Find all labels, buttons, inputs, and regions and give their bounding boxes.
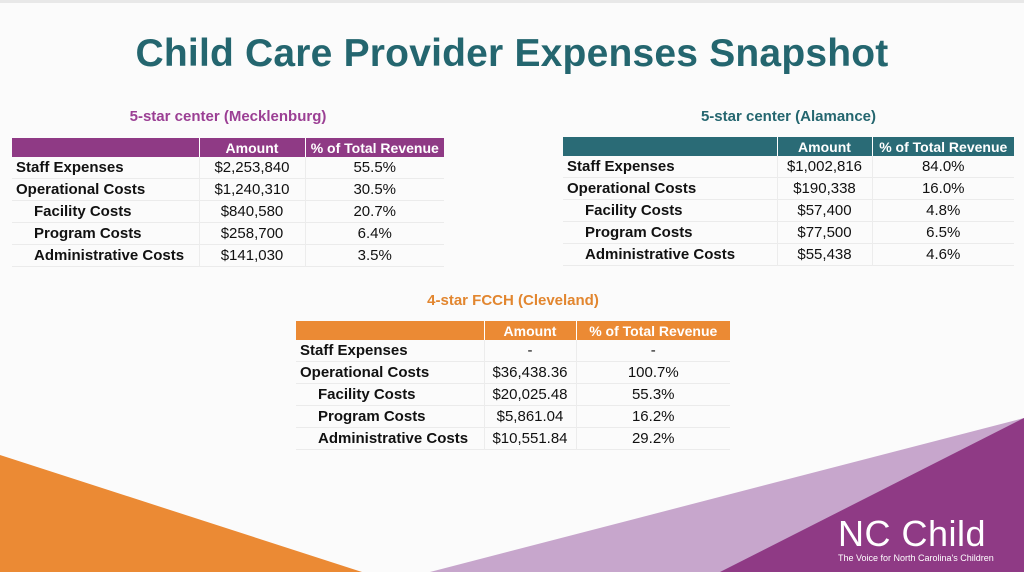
row-percent: 55.3%: [575, 383, 730, 406]
row-percent: 6.5%: [871, 221, 1014, 244]
row-label: Operational Costs: [16, 181, 146, 198]
row-percent: 55.5%: [304, 157, 444, 179]
header-percent: % of Total Revenue: [305, 138, 444, 157]
row-label: Staff Expenses: [300, 342, 408, 359]
row-percent: 4.8%: [871, 199, 1014, 222]
row-percent: 6.4%: [304, 222, 444, 245]
table-title-mecklenburg: 5-star center (Mecklenburg): [129, 108, 327, 125]
nc-child-logo: NC Child The Voice for North Carolina's …: [838, 516, 1024, 564]
table-title-alamance: 5-star center (Alamance): [700, 108, 877, 125]
row-amount: $1,002,816: [776, 156, 872, 178]
row-amount: $840,580: [198, 200, 305, 223]
table-row: Staff Expenses $1,002,816 84.0%: [563, 156, 1014, 178]
header-blank: [296, 321, 485, 340]
table-row: Staff Expenses $2,253,840 55.5%: [12, 157, 444, 179]
row-label: Facility Costs: [318, 386, 416, 403]
row-percent: 30.5%: [304, 178, 444, 201]
row-amount: $36,438.36: [483, 361, 576, 384]
row-amount: $2,253,840: [198, 157, 305, 179]
row-label: Administrative Costs: [585, 246, 736, 263]
header-amount: Amount: [777, 137, 873, 156]
expenses-table-mecklenburg: Amount % of Total Revenue Staff Expenses…: [12, 138, 444, 267]
purple-corner-shape: [720, 418, 1024, 572]
row-percent: 84.0%: [871, 156, 1014, 178]
row-label: Program Costs: [318, 408, 426, 425]
row-amount: $190,338: [776, 177, 872, 200]
table-row: Program Costs $77,500 6.5%: [563, 221, 1014, 244]
header-blank: [563, 137, 778, 156]
table-row: Staff Expenses - -: [296, 340, 730, 362]
expenses-table-cleveland: Amount % of Total Revenue Staff Expenses…: [296, 321, 730, 450]
expenses-table-alamance: Amount % of Total Revenue Staff Expenses…: [563, 137, 1014, 266]
header-amount: Amount: [199, 138, 306, 157]
table-row: Administrative Costs $141,030 3.5%: [12, 244, 444, 267]
brand-name: NC Child: [838, 513, 987, 554]
row-percent: 16.2%: [575, 405, 730, 428]
table-title-cleveland: 4-star FCCH (Cleveland): [427, 292, 599, 309]
table-row: Facility Costs $20,025.48 55.3%: [296, 383, 730, 406]
orange-corner-shape: [0, 455, 362, 572]
row-label: Operational Costs: [300, 364, 430, 381]
row-amount: $1,240,310: [198, 178, 305, 201]
row-percent: 3.5%: [304, 244, 444, 267]
row-label: Facility Costs: [34, 203, 132, 220]
row-amount: $258,700: [198, 222, 305, 245]
row-label: Staff Expenses: [16, 159, 124, 176]
row-label: Facility Costs: [585, 202, 683, 219]
row-amount: $5,861.04: [483, 405, 576, 428]
table-row: Operational Costs $1,240,310 30.5%: [12, 178, 444, 201]
row-percent: -: [575, 340, 730, 362]
header-amount: Amount: [484, 321, 577, 340]
row-label: Administrative Costs: [34, 247, 185, 264]
row-amount: $57,400: [776, 199, 872, 222]
row-amount: $77,500: [776, 221, 872, 244]
brand-tagline: The Voice for North Carolina's Children: [838, 553, 994, 563]
row-amount: $20,025.48: [483, 383, 576, 406]
row-percent: 29.2%: [575, 427, 730, 450]
table-row: Administrative Costs $10,551.84 29.2%: [296, 427, 730, 450]
row-percent: 4.6%: [871, 243, 1014, 266]
row-percent: 16.0%: [871, 177, 1014, 200]
top-divider: [0, 0, 1024, 3]
row-amount: $55,438: [776, 243, 872, 266]
row-percent: 20.7%: [304, 200, 444, 223]
slide-title: Child Care Provider Expenses Snapshot: [135, 32, 889, 75]
row-label: Program Costs: [34, 225, 142, 242]
row-percent: 100.7%: [575, 361, 730, 384]
table-row: Facility Costs $57,400 4.8%: [563, 199, 1014, 222]
table-header-row: Amount % of Total Revenue: [563, 137, 1014, 156]
table-row: Program Costs $5,861.04 16.2%: [296, 405, 730, 428]
table-row: Administrative Costs $55,438 4.6%: [563, 243, 1014, 266]
table-header-row: Amount % of Total Revenue: [296, 321, 730, 340]
row-amount: -: [483, 340, 576, 362]
table-row: Program Costs $258,700 6.4%: [12, 222, 444, 245]
row-label: Program Costs: [585, 224, 693, 241]
row-label: Administrative Costs: [318, 430, 469, 447]
header-percent: % of Total Revenue: [872, 137, 1014, 156]
table-row: Facility Costs $840,580 20.7%: [12, 200, 444, 223]
row-amount: $141,030: [198, 244, 305, 267]
table-row: Operational Costs $190,338 16.0%: [563, 177, 1014, 200]
header-blank: [12, 138, 200, 157]
table-row: Operational Costs $36,438.36 100.7%: [296, 361, 730, 384]
row-amount: $10,551.84: [483, 427, 576, 450]
row-label: Operational Costs: [567, 180, 697, 197]
header-percent: % of Total Revenue: [576, 321, 730, 340]
table-header-row: Amount % of Total Revenue: [12, 138, 444, 157]
row-label: Staff Expenses: [567, 158, 675, 175]
